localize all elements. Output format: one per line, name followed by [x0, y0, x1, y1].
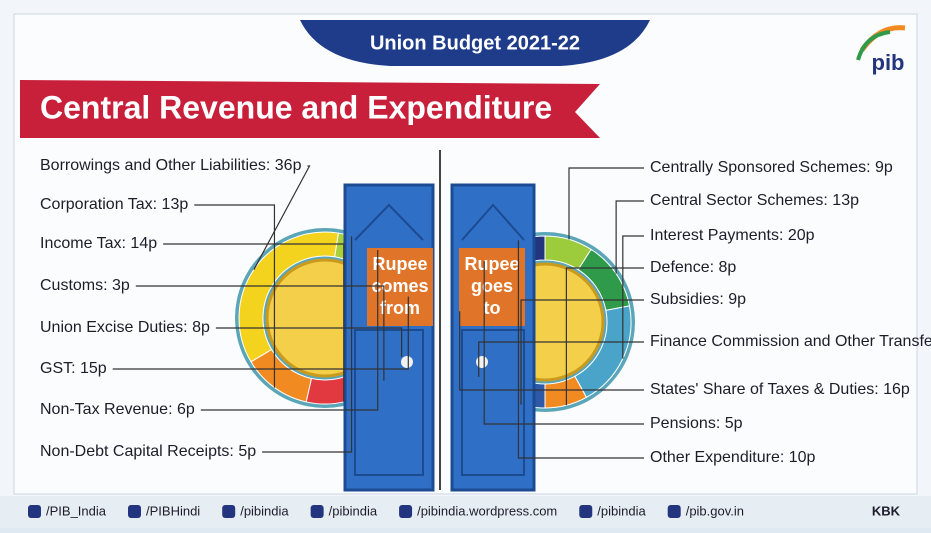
- banner: Union Budget 2021-22: [370, 32, 580, 54]
- footer-link: /pibindia: [240, 503, 289, 518]
- door: [345, 185, 433, 490]
- social-icon: [28, 505, 41, 518]
- item-label: Central Sector Schemes: 13p: [650, 192, 859, 209]
- item-label: Subsidies: 9p: [650, 291, 746, 308]
- item-label: Defence: 8p: [650, 259, 736, 276]
- door-text: Rupee: [464, 254, 519, 274]
- footer-link: /pibindia: [329, 503, 378, 518]
- item-label: Customs: 3p: [40, 277, 130, 294]
- footer-link: /pibindia.wordpress.com: [417, 503, 557, 518]
- door: [452, 185, 534, 490]
- footer-link: /pibindia: [597, 503, 646, 518]
- item-label: Centrally Sponsored Schemes: 9p: [650, 159, 893, 176]
- social-icon: [222, 505, 235, 518]
- item-label: GST: 15p: [40, 360, 107, 377]
- item-label: Pensions: 5p: [650, 415, 743, 432]
- door-knob: [476, 356, 488, 368]
- infographic: Union Budget 2021-22 Central Revenue and…: [0, 0, 931, 528]
- footer-link: /pib.gov.in: [686, 503, 744, 518]
- item-label: States' Share of Taxes & Duties: 16p: [650, 381, 910, 398]
- logo-text: pib: [872, 50, 905, 75]
- social-icon: [668, 505, 681, 518]
- door-text: Rupee: [372, 254, 427, 274]
- item-label: Borrowings and Other Liabilities: 36p: [40, 157, 302, 174]
- title: Central Revenue and Expenditure: [40, 89, 552, 125]
- item-label: Non-Tax Revenue: 6p: [40, 401, 195, 418]
- door-knob: [401, 356, 413, 368]
- footer-link: /PIB_India: [46, 503, 107, 518]
- door-text: to: [484, 298, 501, 318]
- item-label: Union Excise Duties: 8p: [40, 319, 210, 336]
- item-label: Income Tax: 14p: [40, 235, 157, 252]
- social-icon: [579, 505, 592, 518]
- item-label: Finance Commission and Other Transfers: …: [650, 333, 931, 350]
- item-label: Interest Payments: 20p: [650, 227, 815, 244]
- item-label: Corporation Tax: 13p: [40, 196, 188, 213]
- social-icon: [399, 505, 412, 518]
- door-text: from: [380, 298, 420, 318]
- footer-link: /PIBHindi: [146, 503, 200, 518]
- footer-credit: KBK: [872, 503, 901, 518]
- door-text: goes: [471, 276, 513, 296]
- item-label: Non-Debt Capital Receipts: 5p: [40, 443, 256, 460]
- social-icon: [311, 505, 324, 518]
- social-icon: [128, 505, 141, 518]
- item-label: Other Expenditure: 10p: [650, 449, 816, 466]
